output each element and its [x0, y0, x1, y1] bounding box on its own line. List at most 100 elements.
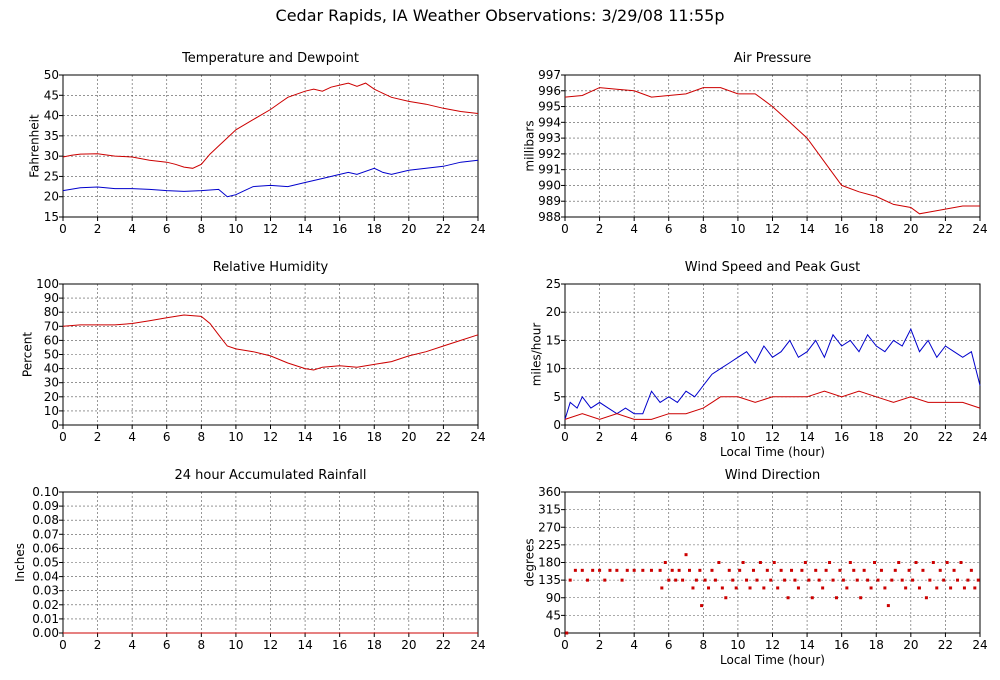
x-tick-label: 8	[700, 430, 708, 444]
data-point	[914, 561, 918, 564]
data-point	[952, 568, 956, 572]
data-point	[800, 568, 804, 572]
y-tick-label: 30	[44, 376, 59, 390]
y-tick-label: 45	[44, 88, 59, 102]
y-tick-label: 0.10	[32, 485, 59, 499]
data-point	[660, 586, 664, 590]
data-point	[691, 586, 695, 590]
y-tick-label: 10	[44, 404, 59, 418]
x-tick-label: 20	[903, 222, 918, 236]
x-tick-label: 18	[869, 222, 884, 236]
x-tick-label: 20	[903, 430, 918, 444]
winddir-title: Wind Direction	[725, 468, 821, 483]
rh-ylabel: Percent	[20, 332, 34, 377]
rain-grid	[63, 492, 478, 633]
x-tick-label: 10	[730, 222, 745, 236]
data-point	[663, 561, 667, 564]
x-tick-label: 4	[128, 638, 136, 652]
data-point	[973, 586, 977, 590]
data-point	[700, 604, 704, 608]
x-tick-label: 6	[665, 430, 673, 444]
data-point	[862, 568, 866, 572]
x-tick-label: 18	[869, 638, 884, 652]
x-tick-label: 4	[128, 222, 136, 236]
data-point	[641, 568, 645, 572]
x-tick-label: 14	[297, 638, 312, 652]
y-tick-label: 70	[44, 319, 59, 333]
data-point	[565, 631, 569, 635]
x-tick-label: 14	[297, 430, 312, 444]
data-point	[810, 596, 814, 600]
x-tick-label: 24	[470, 638, 485, 652]
x-tick-label: 16	[332, 222, 347, 236]
rain-ylabel: Inches	[13, 543, 27, 582]
y-tick-label: 0.00	[32, 626, 59, 640]
y-tick-label: 5	[553, 390, 561, 404]
rh-series-line-0	[62, 314, 479, 371]
data-point	[917, 586, 921, 590]
wind-series-line-0	[564, 327, 981, 420]
x-tick-label: 16	[834, 222, 849, 236]
x-tick-label: 22	[938, 430, 953, 444]
y-tick-label: 988	[538, 210, 561, 224]
y-tick-label: 40	[44, 362, 59, 376]
x-tick-label: 4	[630, 638, 638, 652]
x-tick-label: 14	[799, 430, 814, 444]
data-point	[886, 604, 890, 608]
wind-title: Wind Speed and Peak Gust	[685, 260, 860, 275]
x-tick-label: 18	[367, 430, 382, 444]
y-tick-label: 180	[538, 556, 561, 570]
data-point	[762, 586, 766, 590]
data-point	[568, 578, 572, 582]
x-tick-label: 8	[700, 638, 708, 652]
x-tick-label: 6	[163, 222, 171, 236]
winddir-series-0	[565, 553, 980, 635]
data-point	[738, 568, 742, 572]
y-tick-label: 0.01	[32, 612, 59, 626]
pressure-grid	[565, 75, 980, 217]
wind-ylabel: miles/hour	[530, 323, 544, 387]
data-point	[924, 596, 928, 600]
x-tick-label: 24	[972, 638, 987, 652]
data-point	[717, 561, 721, 564]
data-point	[727, 568, 731, 572]
wind-series-line-1	[564, 390, 981, 420]
data-point	[890, 578, 894, 582]
data-point	[734, 586, 738, 590]
data-point	[677, 568, 681, 572]
y-tick-label: 989	[538, 194, 561, 208]
data-point	[755, 578, 759, 582]
data-point	[938, 568, 942, 572]
x-tick-label: 14	[297, 222, 312, 236]
y-tick-label: 25	[546, 277, 561, 291]
y-tick-label: 45	[546, 608, 561, 622]
data-point	[945, 561, 949, 564]
x-tick-label: 6	[163, 430, 171, 444]
data-point	[883, 586, 887, 590]
pressure-ylabel: millibars	[522, 120, 536, 171]
y-tick-label: 991	[538, 163, 561, 177]
x-tick-label: 2	[596, 222, 604, 236]
y-tick-label: 20	[44, 190, 59, 204]
x-tick-label: 24	[470, 430, 485, 444]
data-point	[873, 561, 877, 564]
data-point	[724, 596, 728, 600]
data-point	[745, 578, 749, 582]
temp-title: Temperature and Dewpoint	[181, 51, 359, 66]
temp-series-line-1	[62, 159, 479, 198]
data-point	[786, 596, 790, 600]
y-tick-label: 0.06	[32, 541, 59, 555]
data-point	[821, 586, 825, 590]
data-point	[921, 568, 925, 572]
data-point	[838, 568, 842, 572]
x-tick-label: 16	[332, 430, 347, 444]
x-tick-label: 20	[401, 430, 416, 444]
data-point	[776, 586, 780, 590]
data-point	[859, 596, 863, 600]
data-point	[703, 578, 707, 582]
y-tick-label: 35	[44, 129, 59, 143]
rain-title: 24 hour Accumulated Rainfall	[174, 468, 366, 483]
